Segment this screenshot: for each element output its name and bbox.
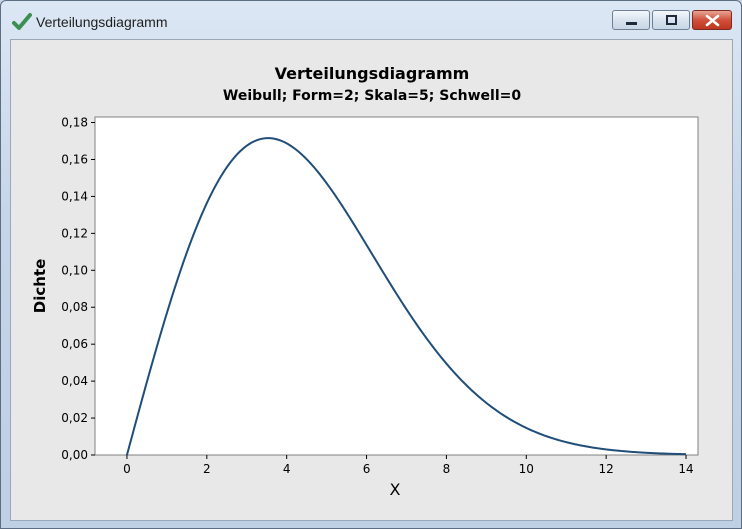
y-tick-label: 0,12: [61, 226, 88, 240]
y-axis-label: Dichte: [31, 259, 49, 314]
window-title: Verteilungsdiagramm: [36, 14, 168, 30]
checkmark-icon: [12, 13, 32, 30]
y-tick-label: 0,10: [61, 263, 88, 277]
x-tick-label: 14: [678, 462, 693, 476]
plot-area: [94, 116, 699, 456]
y-tick-label: 0,18: [61, 116, 88, 130]
y-tick-label: 0,00: [61, 448, 88, 462]
chart-title: Verteilungsdiagramm: [275, 64, 470, 83]
chart-area: Verteilungsdiagramm Weibull; Form=2; Ska…: [10, 39, 733, 521]
title-bar[interactable]: Verteilungsdiagramm: [1, 1, 741, 39]
chart-subtitle: Weibull; Form=2; Skala=5; Schwell=0: [223, 88, 521, 104]
minimize-button[interactable]: [612, 10, 650, 30]
maximize-icon: [666, 15, 677, 25]
density-curve: [125, 137, 687, 456]
y-tick-label: 0,16: [61, 152, 88, 166]
x-tick-label: 10: [519, 462, 534, 476]
maximize-button[interactable]: [652, 10, 690, 30]
y-tick-label: 0,14: [61, 189, 88, 203]
close-button[interactable]: [692, 10, 732, 30]
close-icon: [705, 14, 720, 27]
x-tick-label: 6: [363, 462, 371, 476]
x-axis: 0 2 4 6 8 10 12 14: [123, 455, 694, 476]
y-tick-label: 0,06: [61, 337, 88, 351]
x-tick-label: 2: [203, 462, 211, 476]
x-tick-label: 0: [123, 462, 131, 476]
y-axis: 0,00 0,02 0,04 0,06 0,08 0,10 0,12 0,14 0,16 0,18: [61, 116, 95, 462]
y-tick-label: 0,08: [61, 300, 88, 314]
minimize-icon: [626, 22, 637, 25]
x-tick-label: 12: [599, 462, 614, 476]
x-tick-label: 8: [443, 462, 451, 476]
x-axis-label: X: [390, 480, 401, 499]
y-tick-label: 0,02: [61, 411, 88, 425]
x-tick-label: 4: [283, 462, 291, 476]
y-tick-label: 0,04: [61, 374, 88, 388]
distribution-chart: Verteilungsdiagramm Weibull; Form=2; Ska…: [31, 64, 699, 499]
